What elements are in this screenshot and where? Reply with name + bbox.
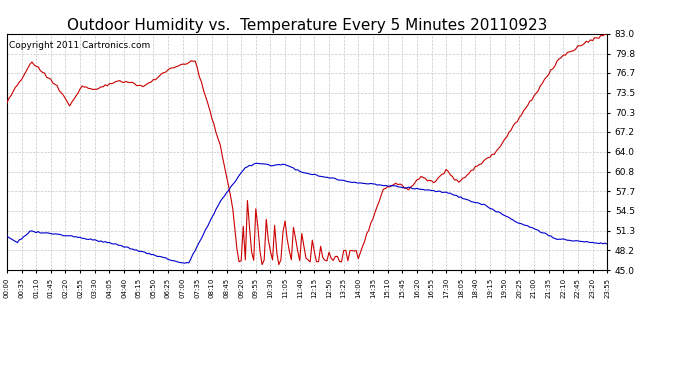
Text: Copyright 2011 Cartronics.com: Copyright 2011 Cartronics.com (9, 41, 150, 50)
Title: Outdoor Humidity vs.  Temperature Every 5 Minutes 20110923: Outdoor Humidity vs. Temperature Every 5… (67, 18, 547, 33)
